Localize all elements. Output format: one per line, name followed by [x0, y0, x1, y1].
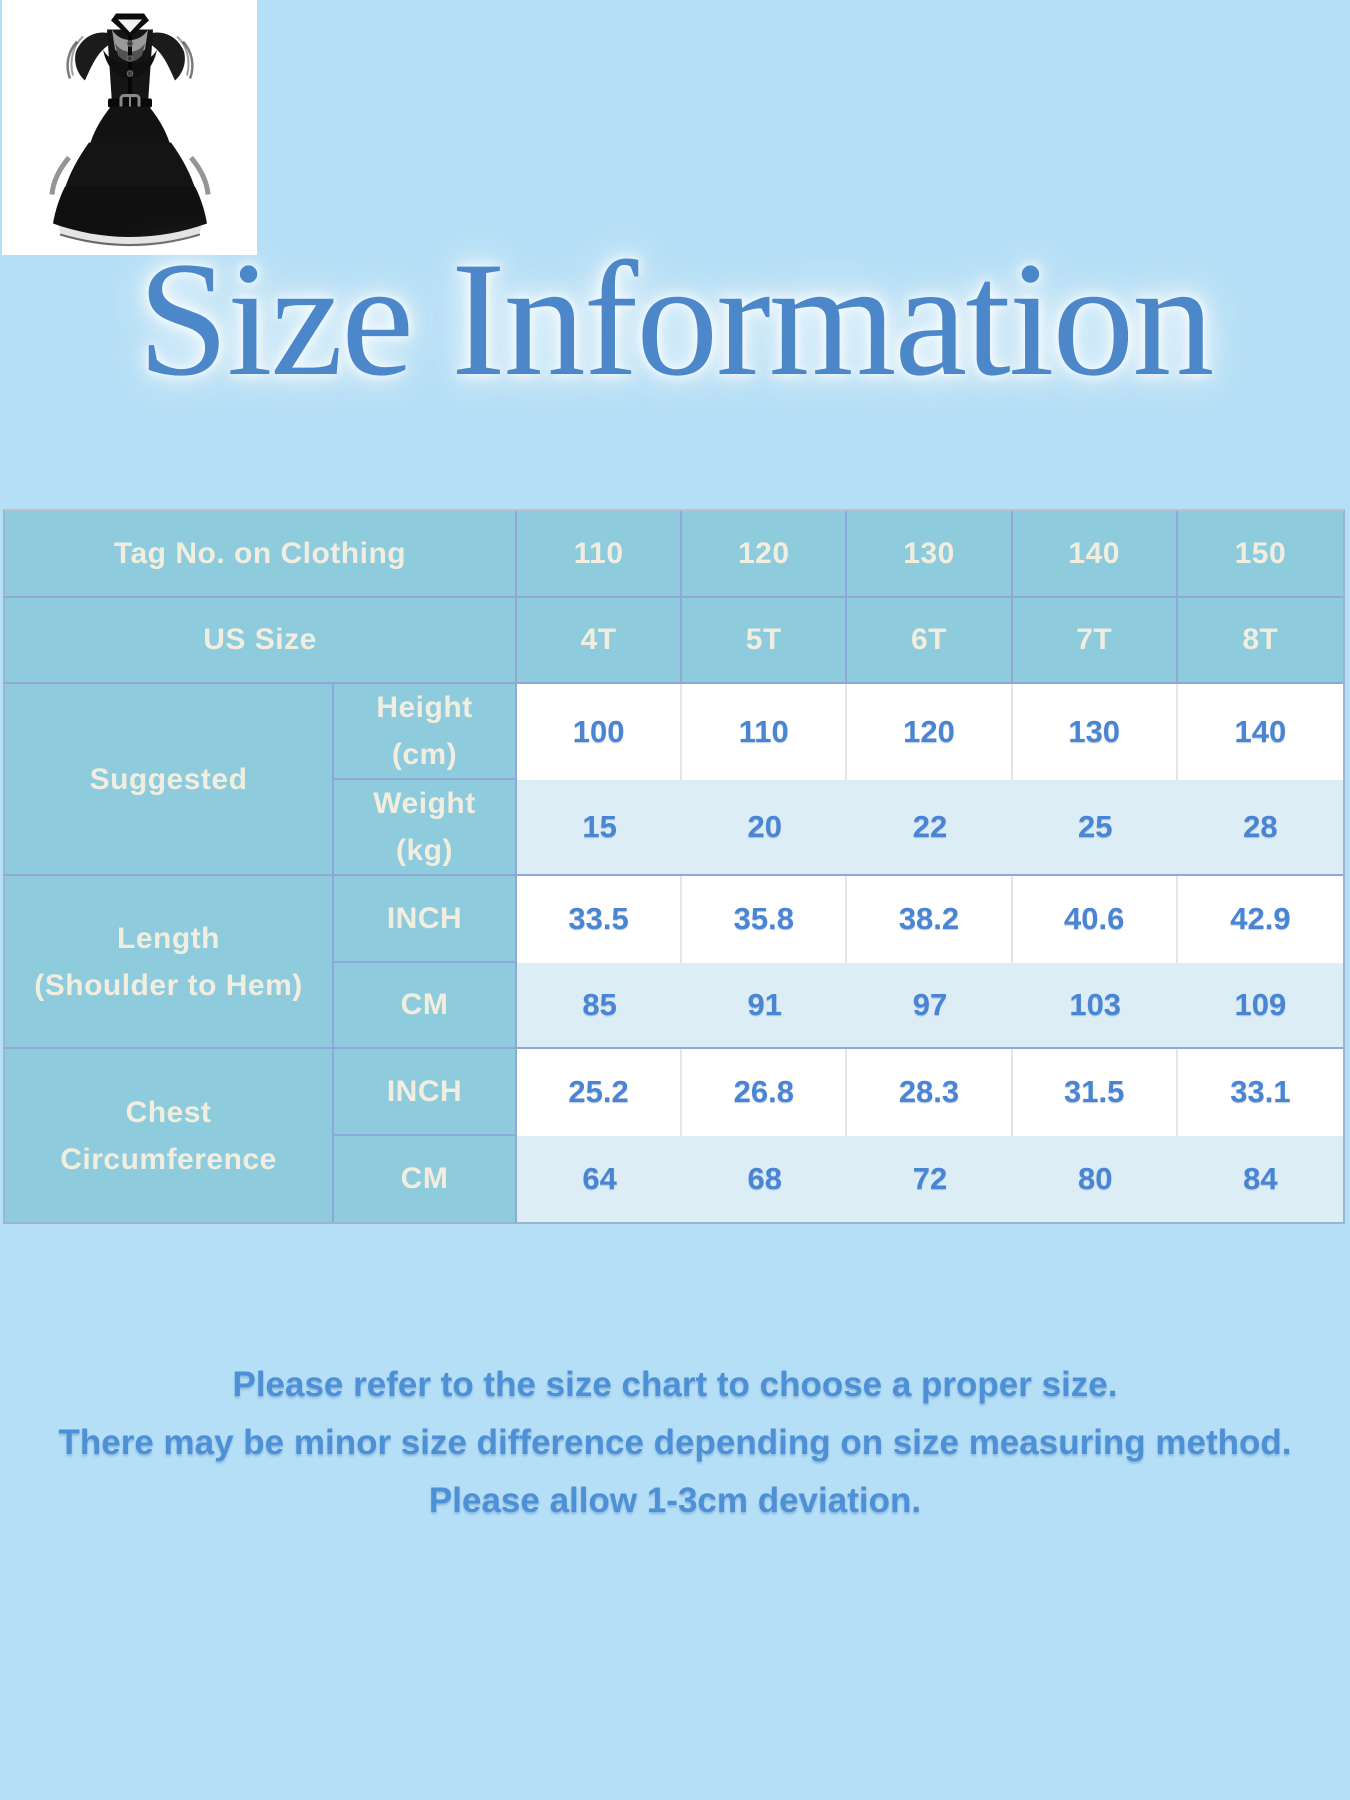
length-inch-value: 42.9 — [1177, 876, 1343, 963]
tag-value: 110 — [517, 511, 683, 598]
tag-value: 140 — [1012, 511, 1178, 598]
sub-label-line: (cm) — [391, 738, 458, 771]
length-cm-value: 85 — [517, 962, 683, 1049]
chest-cm-value: 72 — [847, 1135, 1013, 1222]
section-label-line: Circumference — [60, 1142, 277, 1176]
us-value: 7T — [1012, 597, 1178, 684]
section-label-line: Chest — [125, 1095, 212, 1129]
note-line: Please allow 1-3cm deviation. — [428, 1481, 922, 1520]
section-label-line: Length — [117, 921, 220, 955]
chest-inch-value: 26.8 — [682, 1049, 848, 1136]
note-line: Please refer to the size chart to choose… — [232, 1365, 1118, 1404]
chest-inch-value: 25.2 — [517, 1049, 683, 1136]
us-value: 8T — [1177, 597, 1343, 684]
us-value: 6T — [847, 597, 1013, 684]
tag-value: 130 — [847, 511, 1013, 598]
chest-cm-value: 68 — [682, 1135, 848, 1222]
length-inch-value: 35.8 — [682, 876, 848, 963]
weight-value: 28 — [1177, 780, 1343, 876]
page-title: Size Information — [137, 229, 1215, 410]
weight-value: 15 — [517, 780, 683, 876]
height-value: 140 — [1177, 684, 1343, 780]
product-photo-box — [2, 0, 257, 255]
section-label-length: Length (Shoulder to Hem) — [5, 876, 334, 1049]
weight-value: 25 — [1012, 780, 1178, 876]
weight-value: 22 — [847, 780, 1013, 876]
weight-value: 20 — [682, 780, 848, 876]
us-value: 5T — [682, 597, 848, 684]
sub-label-line: Height — [376, 691, 473, 724]
sub-label-length-cm: CM — [334, 962, 517, 1049]
size-table: Tag No. on Clothing 110 120 130 140 150 … — [3, 509, 1345, 1224]
height-value: 130 — [1012, 684, 1178, 780]
row-us-label: US Size — [5, 597, 517, 684]
sub-label-line: Weight — [373, 787, 476, 820]
chest-cm-value: 84 — [1177, 1135, 1343, 1222]
sub-label-chest-cm: CM — [334, 1135, 517, 1222]
sub-label-length-inch: INCH — [334, 876, 517, 963]
size-notes: Please refer to the size chart to choose… — [0, 1356, 1350, 1530]
chest-inch-value: 28.3 — [847, 1049, 1013, 1136]
length-inch-value: 40.6 — [1012, 876, 1178, 963]
length-cm-value: 91 — [682, 962, 848, 1049]
sub-label-weight: Weight (kg) — [334, 780, 517, 876]
length-inch-value: 33.5 — [517, 876, 683, 963]
chest-cm-value: 80 — [1012, 1135, 1178, 1222]
sub-label-line: (kg) — [396, 834, 453, 867]
height-value: 110 — [682, 684, 848, 780]
length-cm-value: 109 — [1177, 962, 1343, 1049]
row-tag-label: Tag No. on Clothing — [5, 511, 517, 598]
tag-value: 150 — [1177, 511, 1343, 598]
chest-inch-value: 33.1 — [1177, 1049, 1343, 1136]
note-line: There may be minor size difference depen… — [58, 1423, 1292, 1462]
height-value: 120 — [847, 684, 1013, 780]
height-value: 100 — [517, 684, 683, 780]
length-inch-value: 38.2 — [847, 876, 1013, 963]
length-cm-value: 97 — [847, 962, 1013, 1049]
sub-label-height: Height (cm) — [334, 684, 517, 780]
us-value: 4T — [517, 597, 683, 684]
chest-inch-value: 31.5 — [1012, 1049, 1178, 1136]
black-dress-image — [49, 13, 210, 247]
section-label-line: (Shoulder to Hem) — [34, 968, 303, 1002]
section-label-suggested: Suggested — [5, 684, 334, 876]
chest-cm-value: 64 — [517, 1135, 683, 1222]
section-label-chest: Chest Circumference — [5, 1049, 334, 1222]
tag-value: 120 — [682, 511, 848, 598]
length-cm-value: 103 — [1012, 962, 1178, 1049]
sub-label-chest-inch: INCH — [334, 1049, 517, 1136]
